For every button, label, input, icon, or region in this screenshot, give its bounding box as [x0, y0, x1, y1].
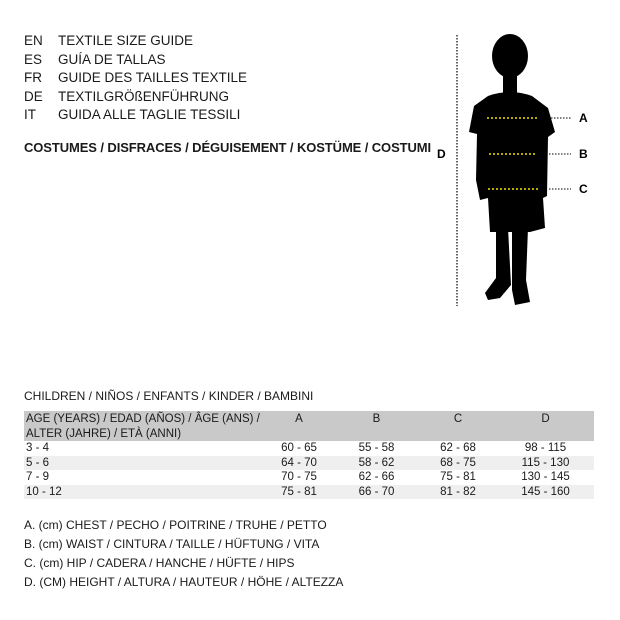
- label-d: D: [437, 147, 446, 161]
- label-a: A: [579, 111, 588, 125]
- header-b: B: [334, 411, 419, 441]
- size-table: AGE (YEARS) / EDAD (AÑOS) / ÂGE (ANS) / A…: [24, 411, 594, 499]
- table-row: 7 - 9 70 - 75 62 - 66 75 - 81 130 - 145: [26, 471, 570, 483]
- label-c: C: [579, 182, 588, 196]
- subtitle: COSTUMES / DISFRACES / DÉGUISEMENT / KOS…: [24, 140, 432, 155]
- lang-title: GUIDA ALLE TAGLIE TESSILI: [58, 107, 241, 122]
- lang-title: TEXTILGRÖßENFÜHRUNG: [58, 88, 230, 104]
- lang-code: FR: [24, 70, 42, 85]
- measure-lines: [487, 117, 538, 190]
- table-row: 3 - 4 60 - 65 55 - 58 62 - 68 98 - 115: [26, 442, 567, 454]
- table-header: AGE (YEARS) / EDAD (AÑOS) / ÂGE (ANS) / A…: [24, 411, 594, 441]
- label-b: B: [579, 147, 588, 161]
- header-a: A: [264, 411, 334, 441]
- lang-title: TEXTILE SIZE GUIDE: [58, 33, 194, 48]
- legend-item: B. (cm) WAIST / CINTURA / TAILLE / HÜFTU…: [24, 537, 320, 551]
- header-d: D: [497, 411, 594, 441]
- table-row: 5 - 6 64 - 70 58 - 62 68 - 75 115 - 130: [24, 455, 594, 470]
- legend-item: C. (cm) HIP / CADERA / HANCHE / HÜFTE / …: [24, 556, 295, 570]
- child-silhouette-icon: [469, 34, 555, 305]
- table-row: 10 - 12 75 - 81 66 - 70 81 - 82 145 - 160: [24, 484, 594, 499]
- lang-code: ES: [24, 51, 43, 67]
- lang-code: DE: [24, 88, 43, 104]
- lang-title: GUIDE DES TAILLES TEXTILE: [58, 70, 248, 85]
- lang-title: GUÍA DE TALLAS: [58, 51, 166, 67]
- legend-item: A. (cm) CHEST / PECHO / POITRINE / TRUHE…: [24, 518, 327, 532]
- lang-row: FR GUIDE DES TAILLES TEXTILE: [24, 69, 247, 88]
- language-titles: EN TEXTILE SIZE GUIDE ES GUÍA DE TALLAS FR…: [24, 32, 247, 125]
- lang-row: IT GUIDA ALLE TAGLIE TESSILI: [24, 106, 247, 125]
- header-c: C: [419, 411, 497, 441]
- lang-code: IT: [24, 107, 36, 122]
- table-caption: CHILDREN / NIÑOS / ENFANTS / KINDER / BA…: [24, 389, 314, 403]
- lang-row: ES GUÍA DE TALLAS: [24, 51, 247, 70]
- lang-code: EN: [24, 33, 43, 48]
- header-age: AGE (YEARS) / EDAD (AÑOS) / ÂGE (ANS) / A…: [24, 411, 264, 441]
- lang-row: EN TEXTILE SIZE GUIDE: [24, 32, 247, 51]
- measurement-legend: A. (cm) CHEST / PECHO / POITRINE / TRUHE…: [24, 516, 343, 592]
- lang-row: DE TEXTILGRÖßENFÜHRUNG: [24, 88, 247, 107]
- legend-item: D. (CM) HEIGHT / ALTURA / HAUTEUR / HÖHE…: [24, 575, 344, 589]
